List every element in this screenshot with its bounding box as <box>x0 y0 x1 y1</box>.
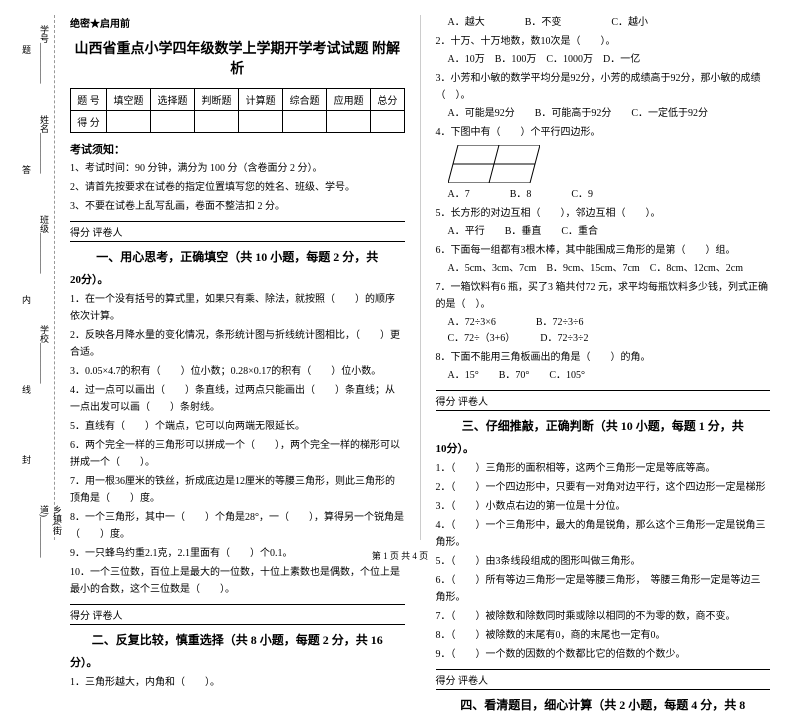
table-row: 题 号 填空题 选择题 判断题 计算题 综合题 应用题 总分 <box>71 89 405 111</box>
q1-4: 4．过一点可以画出（ ）条直线，过两点只能画出（ ）条直线；从一点出发可以画（ … <box>70 382 405 416</box>
binding-char-da: 答 <box>20 165 33 174</box>
q2-6: 6．下面每一组都有3根木棒，其中能围成三角形的是第（ ）组。 <box>436 242 771 259</box>
th-app: 应用题 <box>327 89 371 111</box>
th-calc: 计算题 <box>239 89 283 111</box>
binding-char-feng: 封 <box>20 455 33 464</box>
q3-8: 8．（ ）被除数的末尾有0，商的末尾也一定有0。 <box>436 627 771 644</box>
q1-1: 1．在一个没有括号的算式里，如果只有乘、除法，就按照（ ）的顺序依次计算。 <box>70 291 405 325</box>
q2-7: 7．一箱饮料有6 瓶，买了3 箱共付72 元，求平均每瓶饮料多少钱，列式正确的是… <box>436 279 771 313</box>
q3-7: 7．（ ）被除数和除数同时乘或除以相同的不为零的数，商不变。 <box>436 608 771 625</box>
th-num: 题 号 <box>71 89 107 111</box>
section-3-points: 10分）。 <box>436 440 771 456</box>
q1-3: 3．0.05×4.7的积有（ ）位小数；0.28×0.17的积有（ ）位小数。 <box>70 363 405 380</box>
table-row: 得 分 <box>71 111 405 133</box>
q3-9: 9．（ ）一个数的因数的个数都比它的倍数的个数少。 <box>436 646 771 663</box>
q3-4: 4．（ ）一个三角形中，最大的角是锐角，那么这个三角形一定是锐角三角形。 <box>436 517 771 551</box>
section-4-title: 四、看清题目，细心计算（共 2 小题，每题 4 分，共 8 <box>436 696 771 713</box>
instruction-2: 2、请首先按要求在试卷的指定位置填写您的姓名、班级、学号。 <box>70 180 405 196</box>
binding-label-xuehao: 学号_________ <box>38 25 51 84</box>
q2-3-opts: A．可能是92分 B．可能高于92分 C．一定低于92分 <box>436 106 771 122</box>
exam-title: 山西省重点小学四年级数学上学期开学考试试题 附解析 <box>70 38 405 78</box>
column-divider <box>420 15 421 540</box>
binding-label-xingming: 姓名_________ <box>38 115 51 174</box>
q2-7-opts: A．72÷3×6 B．72÷3÷6 <box>436 315 771 331</box>
q1-5: 5．直线有（ ）个端点，它可以向两端无限延长。 <box>70 418 405 435</box>
instruction-3: 3、不要在试卷上乱写乱画，卷面不整洁扣 2 分。 <box>70 199 405 215</box>
q2-4-opts: A．7 B．8 C．9 <box>436 187 771 203</box>
q2-5: 5．长方形的对边互相（ ），邻边互相（ ）。 <box>436 205 771 222</box>
score-bar-1: 得分 评卷人 <box>70 221 405 242</box>
q3-6: 6．（ ）所有等边三角形一定是等腰三角形， 等腰三角形一定是等边三角形。 <box>436 572 771 606</box>
binding-label-banji: 班级_________ <box>38 215 51 274</box>
score-bar-2: 得分 评卷人 <box>70 604 405 625</box>
q2-2: 2．十万、十万地数，数10次是（ ）。 <box>436 33 771 50</box>
th-total: 总分 <box>371 89 404 111</box>
score-bar-4: 得分 评卷人 <box>436 669 771 690</box>
q3-1: 1．（ ）三角形的面积相等，这两个三角形一定是等底等高。 <box>436 460 771 477</box>
q2-7-opts2: C．72÷（3+6） D．72÷3÷2 <box>436 331 771 347</box>
section-2-title: 二、反复比较，慎重选择（共 8 小题，每题 2 分，共 16 <box>70 631 405 648</box>
binding-char-xian: 线 <box>20 385 33 394</box>
th-judge: 判断题 <box>195 89 239 111</box>
parallelogram-figure <box>448 145 771 183</box>
page-container: 绝密★启用前 山西省重点小学四年级数学上学期开学考试试题 附解析 题 号 填空题… <box>0 0 800 545</box>
score-bar-3: 得分 评卷人 <box>436 390 771 411</box>
q2-8-opts: A．15° B．70° C．105° <box>436 368 771 384</box>
q1-8: 8．一个三角形，其中一（ ）个角是28°，一（ ），算得另一个锐角是（ ）度。 <box>70 509 405 543</box>
binding-label-xuexiao: 学校_________ <box>38 325 51 384</box>
q2-8: 8．下面不能用三角板画出的角是（ ）的角。 <box>436 349 771 366</box>
q1-6: 6．两个完全一样的三角形可以拼成一个（ ），两个完全一样的梯形可以拼成一个（ ）… <box>70 437 405 471</box>
score-table: 题 号 填空题 选择题 判断题 计算题 综合题 应用题 总分 得 分 <box>70 88 405 133</box>
td-score: 得 分 <box>71 111 107 133</box>
q2-1-opts: A．越大 B．不变 C．越小 <box>436 15 771 31</box>
q2-3: 3．小芳和小敏的数学平均分是92分，小芳的成绩高于92分，那小敏的成绩（ ）。 <box>436 70 771 104</box>
q2-1: 1．三角形越大，内角和（ ）。 <box>70 674 405 691</box>
binding-char-nei: 内 <box>20 295 33 304</box>
section-2-points: 分）。 <box>70 654 405 670</box>
th-fill: 填空题 <box>106 89 150 111</box>
section-3-title: 三、仔细推敲，正确判断（共 10 小题，每题 1 分，共 <box>436 417 771 434</box>
right-column: A．越大 B．不变 C．越小 2．十万、十万地数，数10次是（ ）。 A．10万… <box>426 15 781 540</box>
q2-6-opts: A．5cm、3cm、7cm B．9cm、15cm、7cm C．8cm、12cm、… <box>436 261 771 277</box>
left-column: 绝密★启用前 山西省重点小学四年级数学上学期开学考试试题 附解析 题 号 填空题… <box>60 15 415 540</box>
q2-2-opts: A．10万 B．100万 C．1000万 D．一亿 <box>436 52 771 68</box>
q1-7: 7．用一根36厘米的铁丝，折成底边是12厘米的等腰三角形，则此三角形的顶角是（ … <box>70 473 405 507</box>
binding-margin: 学号_________ 姓名_________ 班级_________ 学校__… <box>10 15 55 540</box>
confidential-label: 绝密★启用前 <box>70 15 405 30</box>
section-1-points: 20分）。 <box>70 271 405 287</box>
q2-4: 4．下图中有（ ）个平行四边形。 <box>436 124 771 141</box>
q1-2: 2．反映各月降水量的变化情况，条形统计图与折线统计图相比，（ ）更合适。 <box>70 327 405 361</box>
section-1-title: 一、用心思考，正确填空（共 10 小题，每题 2 分，共 <box>70 248 405 265</box>
q3-3: 3．（ ）小数点右边的第一位是十分位。 <box>436 498 771 515</box>
th-comp: 综合题 <box>283 89 327 111</box>
q2-5-opts: A．平行 B．垂直 C．重合 <box>436 224 771 240</box>
q1-10: 10．一个三位数，百位上是最大的一位数，十位上素数也是偶数，个位上是最小的合数，… <box>70 564 405 598</box>
th-choice: 选择题 <box>151 89 195 111</box>
q3-2: 2．（ ）一个四边形中，只要有一对角对边平行，这个四边形一定是梯形 <box>436 479 771 496</box>
page-footer: 第 1 页 共 4 页 <box>0 549 800 562</box>
binding-char-ti: 题 <box>20 45 33 54</box>
instruction-1: 1、考试时间：90 分钟，满分为 100 分（含卷面分 2 分）。 <box>70 161 405 177</box>
notice-header: 考试须知： <box>70 141 405 157</box>
